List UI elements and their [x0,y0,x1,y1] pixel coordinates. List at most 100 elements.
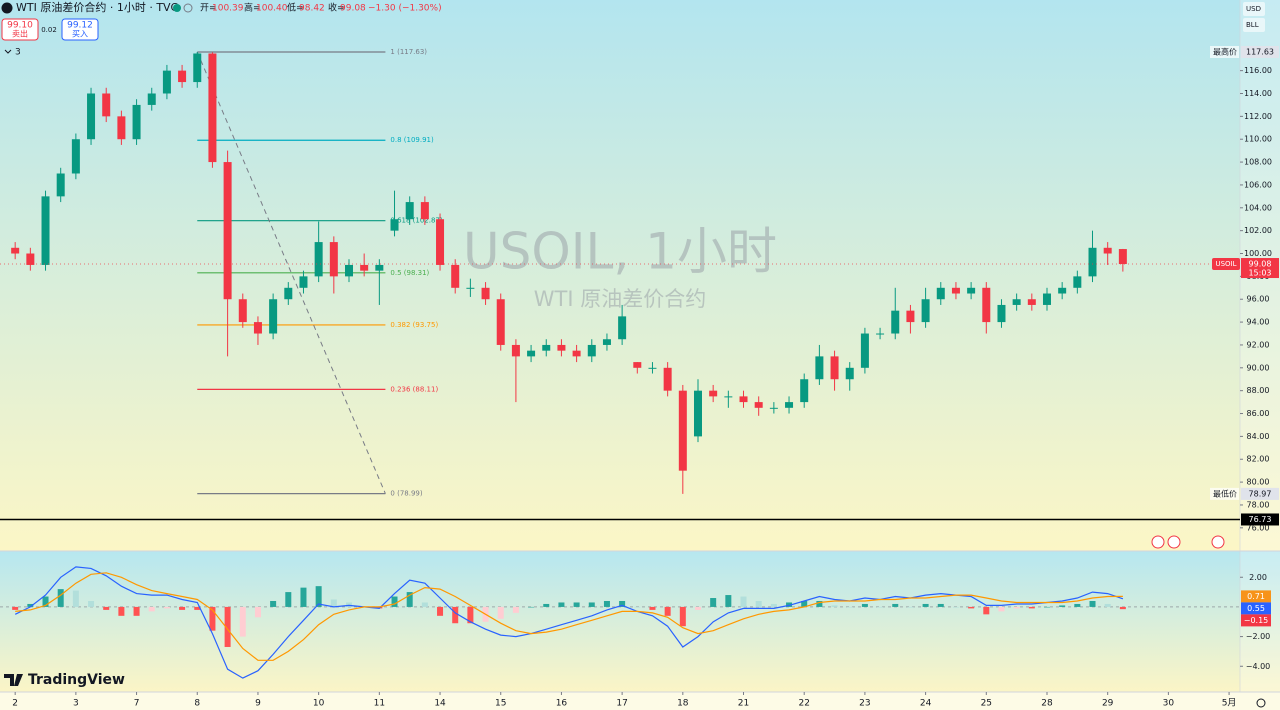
histogram-bar [497,606,504,619]
candle-body [269,299,278,334]
histogram-bar [1043,606,1050,608]
x-tick-label: 18 [677,699,689,709]
histogram-bar [558,602,565,607]
y-tick-label: 108.00 [1244,158,1272,167]
y-tick-label: 88.00 [1247,386,1270,395]
status-icon [183,3,193,13]
collapse-icon[interactable] [4,49,12,54]
candle-body [830,356,839,380]
last-value-tag [1241,590,1271,603]
histogram-bar [1104,603,1111,607]
histogram-bar [634,606,641,608]
settings-icon[interactable] [1256,698,1266,708]
ohlc-label: 低= [287,2,304,14]
histogram-bar [588,602,595,607]
status-icon [173,4,181,12]
x-tick-label: 3 [73,699,79,709]
extreme-label: 最低价 [1213,488,1237,498]
histogram-bar [786,602,793,607]
histogram-bar [72,590,79,607]
buy-price: 99.12 [67,21,93,31]
extreme-label-bg [1210,487,1239,500]
candle-body [511,344,520,357]
countdown: 15:03 [1248,269,1271,278]
candle-body [390,219,399,231]
currency-button[interactable] [1243,2,1265,16]
histogram-bar [603,600,610,607]
candle-body [709,390,718,397]
candle-body [481,287,490,300]
y-tick-label: −2.00 [1246,632,1271,641]
candle-body [876,333,885,335]
horizontal-line-tag [1241,513,1279,526]
y-tick-label: 84.00 [1247,432,1270,441]
x-tick-label: 23 [859,699,870,709]
candle-body [982,287,991,323]
candle-body [466,287,475,289]
x-tick-label: 9 [255,699,261,709]
x-tick-label: 16 [556,699,568,709]
histogram-bar [406,592,413,607]
histogram-bar [315,586,322,607]
candle-body [724,396,733,398]
histogram-bar [57,589,64,607]
histogram-bar [1028,606,1035,609]
ohlc-label: 开= [200,3,217,14]
y-tick-label: 90.00 [1247,363,1270,372]
candle-body [284,287,293,300]
histogram-bar [952,606,959,608]
candle-body [451,264,460,288]
candle-body [223,162,232,300]
ohlc-value: 100.39 [212,4,244,14]
unit-button[interactable] [1243,18,1265,32]
histogram-bar [1074,603,1081,607]
candle-body [618,316,627,340]
y-tick-label: 92.00 [1247,340,1270,349]
candle-body [496,299,505,345]
ohlc-value: 100.40 [256,4,288,14]
indicator-count: 3 [15,48,21,58]
candle-body [800,379,809,403]
symbol-title[interactable]: WTI 原油差价合约 · 1小时 · TVC [16,0,179,14]
histogram-bar [437,606,444,616]
symbol-icon [1,2,13,14]
candle-body [754,402,763,408]
last-value-tag [1241,602,1271,615]
event-icon[interactable] [1167,535,1181,549]
histogram-bar [452,606,459,624]
histogram-bar [543,603,550,607]
extreme-tag [1241,46,1279,59]
candle-body [678,390,687,471]
histogram-bar [42,596,49,607]
histogram-bar [1059,605,1066,607]
y-tick-label: 96.00 [1247,295,1270,304]
x-tick-label: 7 [134,699,140,709]
histogram-bar [1089,600,1096,607]
fib-label: 0 (78.99) [390,490,422,498]
histogram-bar [391,596,398,607]
candle-body [557,344,566,351]
histogram-bar [922,603,929,607]
sell-button[interactable] [1,18,39,41]
histogram-bar [937,603,944,607]
horizontal-line-value: 76.73 [1249,515,1272,524]
histogram-bar [528,606,535,608]
histogram-bar [664,606,671,616]
y-tick-label: 2.00 [1249,573,1267,582]
buy-button[interactable] [61,18,99,41]
histogram-bar [133,606,140,616]
histogram-bar [224,606,231,647]
histogram-bar [88,600,95,607]
ohlc-legend: 开=100.39 高=100.40 低=98.42 收=99.08 [200,2,366,14]
candle-body [147,93,156,105]
logo-icon [4,674,23,686]
event-icon[interactable] [1211,535,1225,549]
histogram-bar [710,598,717,607]
candle-body [527,350,536,357]
extreme-value: 117.63 [1246,48,1274,57]
x-tick-label: 2 [12,699,18,709]
candle-body [56,173,65,197]
candle-body [936,287,945,300]
event-icon[interactable] [1151,535,1165,549]
histogram-bar [983,606,990,615]
